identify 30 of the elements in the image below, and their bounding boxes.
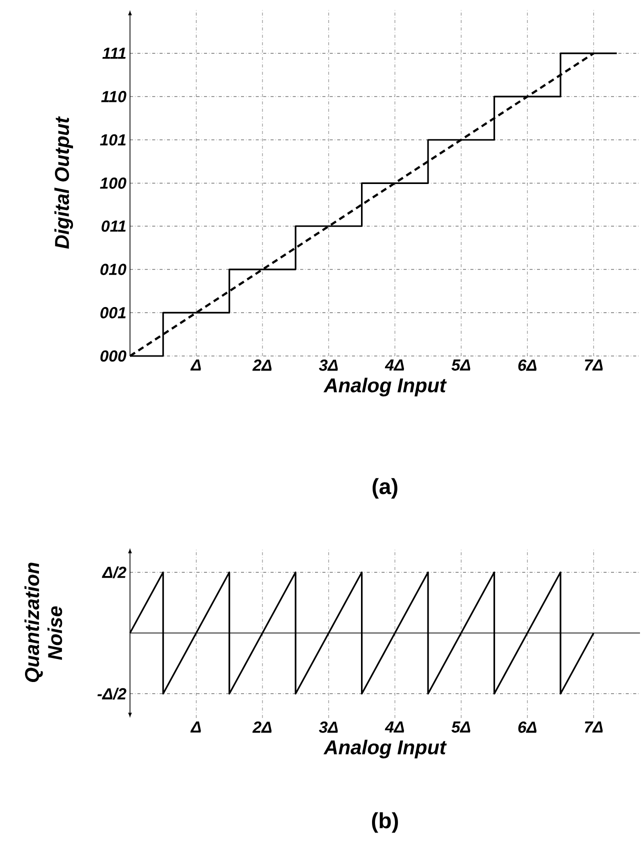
x-tick-label: 3Δ [318, 722, 338, 733]
x-tick-label: 6Δ [518, 722, 536, 733]
text: 111 [102, 48, 126, 59]
x-tick-label: 3Δ [319, 360, 338, 371]
x-tick-label: 4Δ [384, 360, 404, 371]
text: 100 [100, 177, 126, 189]
x-tick-label: 2Δ [252, 360, 272, 371]
text: (a) [372, 478, 398, 499]
text: 010 [100, 264, 126, 276]
text: 001 [100, 307, 126, 318]
y-axis-title: Digital Output [54, 116, 74, 249]
x-tick-label: 4Δ [384, 722, 404, 733]
text: 110 [101, 90, 126, 102]
x-tick-label: 7Δ [584, 360, 603, 371]
text: (b) [372, 812, 398, 833]
x-axis-title: Analog Input [323, 740, 447, 758]
x-tick-label: 6Δ [518, 360, 536, 371]
x-tick-label: 5Δ [451, 722, 470, 733]
ref-line-label: -Δ/2 [97, 688, 126, 700]
x-tick-label: 2Δ [252, 722, 272, 733]
text: 101 [100, 134, 126, 146]
x-axis-title: Analog Input [323, 378, 447, 396]
text: 000 [100, 350, 126, 362]
y-axis-title: Quantization Noise [24, 562, 62, 682]
x-tick-label: Δ [190, 360, 201, 371]
ref-line-label: Δ/2 [102, 566, 126, 578]
text: 011 [102, 220, 126, 232]
x-tick-label: 5Δ [451, 360, 470, 371]
x-tick-label: Δ [190, 722, 201, 733]
x-tick-label: 7Δ [584, 722, 603, 733]
